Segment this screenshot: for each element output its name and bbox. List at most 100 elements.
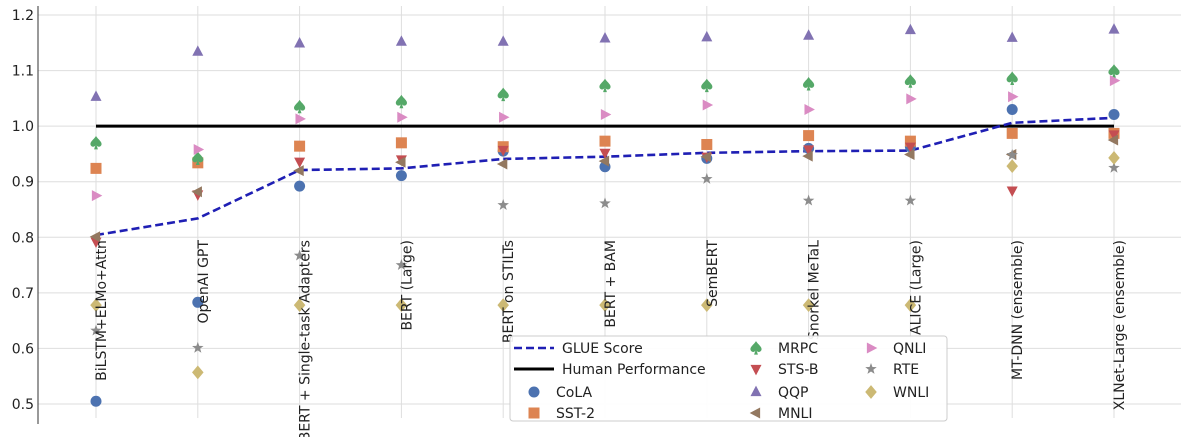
legend-marker-mrpc [750, 341, 762, 355]
point-mnli [700, 151, 711, 163]
legend-label: SST-2 [556, 406, 595, 422]
point-cola [395, 170, 407, 182]
y-tick-label: 0.9 [12, 175, 34, 191]
point-wnli [599, 298, 611, 312]
data-points [89, 23, 1121, 407]
point-qqp [701, 30, 713, 42]
point-rte [904, 194, 917, 206]
point-mnli [293, 165, 304, 177]
legend-marker-sst-2 [528, 407, 540, 419]
point-sst-2 [395, 137, 407, 149]
point-qnli [295, 113, 306, 125]
x-tick-label: BERT (Large) [399, 240, 415, 330]
legend-label: MRPC [778, 341, 818, 357]
point-wnli [701, 298, 713, 312]
point-qqp [192, 45, 204, 56]
point-mrpc [802, 77, 815, 91]
point-qqp [294, 37, 306, 48]
legend-marker-cola [528, 386, 540, 398]
x-tick-label: ALICE (Large) [908, 240, 924, 335]
y-axis: 0.5 0.6 0.7 0.8 0.9 1.0 1.1 1.2 [12, 6, 39, 424]
point-mnli [395, 156, 406, 168]
x-tick-label: MT-DNN (ensemble) [1010, 240, 1026, 380]
point-mrpc [599, 78, 611, 93]
point-rte [90, 324, 102, 336]
legend-label: QQP [778, 385, 808, 401]
point-sts-b [497, 145, 509, 157]
point-sts-b [904, 142, 916, 154]
legend-label: Human Performance [562, 362, 706, 378]
series-qqp [90, 23, 1120, 101]
x-tick-label: Snorkel MeTaL [807, 240, 823, 340]
point-qqp [497, 35, 509, 46]
point-rte [599, 197, 611, 209]
x-tick-labels: BiLSTM+ELMo+Attn OpenAI GPT BERT + Single-… [94, 240, 1128, 437]
legend-label: CoLA [556, 385, 592, 401]
point-cola [192, 296, 204, 308]
y-tick-label: 0.8 [12, 230, 34, 246]
point-mnli [1107, 134, 1119, 146]
point-sts-b [1108, 130, 1120, 141]
legend: GLUE Score Human Performance CoLA SST-2 MRPC… [509, 335, 948, 422]
point-mnli [191, 186, 202, 198]
series-wnli [90, 150, 1120, 380]
point-mnli [496, 158, 508, 170]
point-rte [1108, 161, 1120, 173]
x-tick-label: OpenAI GPT [196, 240, 212, 324]
point-mnli [598, 155, 610, 167]
legend-marker-qnli [866, 342, 878, 354]
point-qnli [91, 190, 103, 202]
x-tick-label: XLNet-Large (ensemble) [1112, 240, 1128, 410]
point-wnli [395, 298, 408, 312]
point-sst-2 [599, 135, 611, 147]
point-cola [90, 395, 102, 407]
legend-label: RTE [893, 362, 919, 378]
series-mnli [89, 134, 1119, 243]
point-qqp [803, 29, 815, 40]
point-rte [1006, 149, 1018, 160]
point-qnli [906, 93, 917, 105]
point-cola [1108, 108, 1120, 120]
legend-label: STS-B [778, 362, 818, 378]
point-rte [802, 194, 815, 206]
point-mrpc [1108, 64, 1120, 78]
point-mrpc [192, 151, 204, 165]
point-sst-2 [701, 138, 713, 150]
point-sst-2 [904, 135, 916, 147]
y-tick-label: 1.0 [12, 119, 34, 135]
x-tick-label: SemBERT [705, 240, 721, 307]
point-wnli [192, 365, 204, 380]
y-tick-label: 0.5 [12, 397, 34, 413]
point-mrpc [90, 135, 102, 150]
y-tick-label: 1.2 [12, 8, 34, 24]
point-mrpc [904, 74, 917, 88]
point-wnli [802, 298, 815, 312]
point-cola [1006, 103, 1018, 115]
series-qnli [91, 75, 1121, 202]
x-tick-label: BERT + BAM [603, 240, 619, 328]
point-qnli [702, 99, 714, 111]
point-sst-2 [1006, 127, 1018, 139]
point-qnli [1109, 75, 1121, 87]
point-sts-b [1006, 186, 1018, 197]
point-sst-2 [803, 130, 815, 142]
x-tick-label: BiLSTM+ELMo+Attn [94, 240, 110, 381]
y-tick-label: 0.6 [12, 341, 34, 357]
legend-label: WNLI [893, 385, 929, 401]
point-qnli [193, 143, 205, 155]
point-mrpc [701, 78, 713, 93]
point-wnli [1006, 159, 1018, 174]
point-sst-2 [294, 140, 306, 152]
legend-marker-qqp [750, 385, 762, 397]
legend-box [509, 335, 948, 422]
legend-marker-rte [865, 362, 877, 374]
point-rte [395, 259, 408, 270]
legend-label: QNLI [893, 341, 926, 357]
point-mrpc [1006, 71, 1018, 85]
point-wnli [497, 298, 509, 312]
point-sts-b [599, 148, 611, 160]
legend-marker-wnli [865, 385, 877, 399]
point-qqp [904, 23, 916, 35]
y-tick-label: 0.7 [12, 286, 34, 302]
x-tick-label: BERT on STILTs [501, 240, 517, 343]
